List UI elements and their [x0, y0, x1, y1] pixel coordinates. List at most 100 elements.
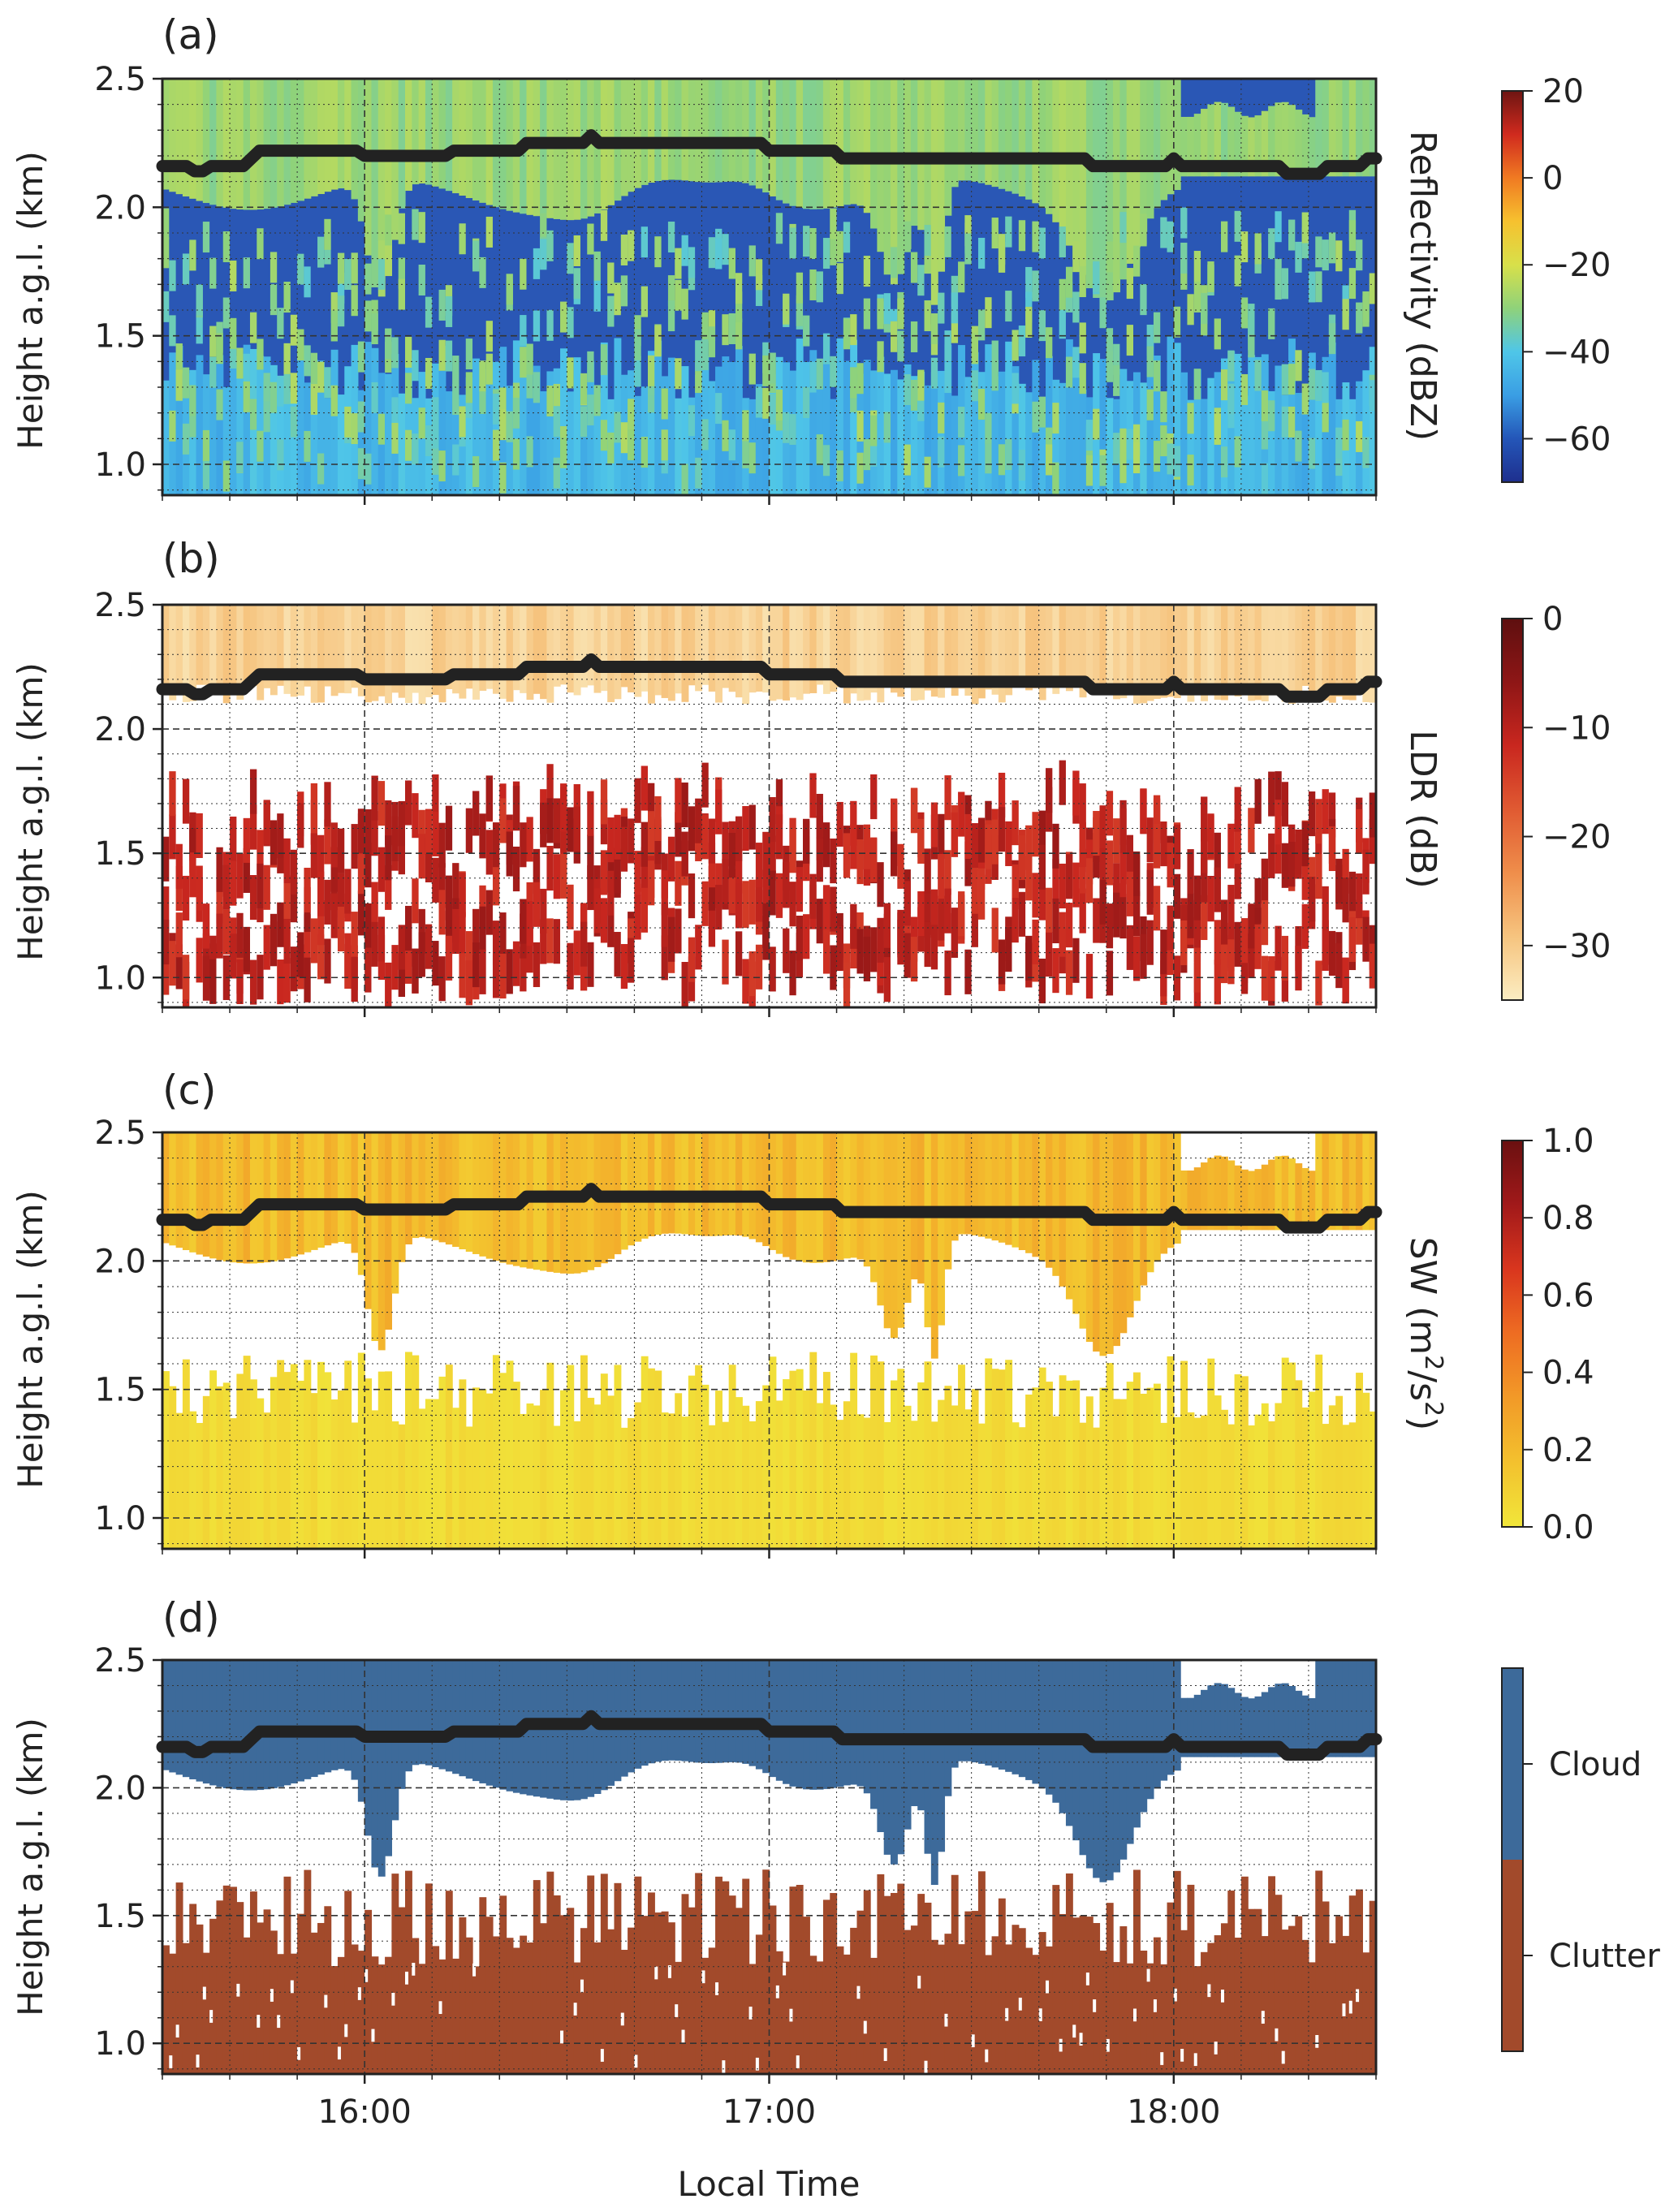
sw-cell	[573, 1132, 581, 1274]
clutter-cell	[1046, 1946, 1053, 2074]
sw-cell	[330, 1399, 339, 1549]
reflectivity-cell	[1301, 212, 1309, 244]
ldr-cell	[196, 813, 203, 858]
ldr-cell	[904, 933, 911, 978]
sw-cell	[769, 1132, 777, 1250]
ldr-cell	[479, 906, 486, 951]
clutter-gap	[1085, 1973, 1089, 1986]
ldr-cell	[1106, 605, 1114, 688]
sw-cell	[850, 1132, 858, 1258]
reflectivity-cell	[944, 79, 952, 216]
sw-cell	[1160, 1422, 1168, 1549]
sw-cell	[445, 1132, 453, 1245]
clutter-cell	[512, 1947, 520, 2074]
ldr-cell	[1248, 605, 1256, 701]
clutter-cell	[304, 1869, 312, 2074]
ldr-cell	[1032, 605, 1040, 688]
sw-cell	[836, 1132, 844, 1260]
reflectivity-cell	[991, 360, 999, 391]
sw-cell	[243, 1356, 251, 1549]
ldr-cell	[924, 848, 931, 894]
reflectivity-cell	[856, 79, 865, 206]
reflectivity-cell	[365, 453, 372, 485]
ldr-cell	[1201, 828, 1208, 873]
ldr-cell	[1275, 800, 1282, 845]
reflectivity-cell	[1356, 302, 1363, 334]
ldr-cell	[438, 605, 446, 703]
sw-cell	[1356, 1373, 1363, 1549]
sw-cell	[1268, 1159, 1276, 1231]
ldr-cell	[789, 951, 796, 996]
sw-cell	[715, 1391, 723, 1549]
reflectivity-cell	[209, 356, 217, 388]
clutter-cell	[398, 1907, 406, 2074]
reflectivity-cell	[189, 406, 196, 438]
clutter-cell	[263, 1909, 271, 2074]
ldr-cell	[971, 605, 979, 705]
reflectivity-cell	[1173, 306, 1181, 338]
ldr-cell	[701, 881, 709, 926]
ldr-cell	[722, 939, 729, 985]
reflectivity-cell	[641, 437, 648, 468]
ldr-cell	[1261, 955, 1269, 1001]
reflectivity-cell	[809, 361, 817, 393]
cloud-cell	[654, 1660, 662, 1762]
ldr-cell	[1167, 843, 1174, 888]
reflectivity-cell	[1322, 239, 1329, 271]
reflectivity-cell	[472, 240, 480, 272]
reflectivity-cell	[675, 358, 682, 390]
reflectivity-cell	[755, 384, 763, 495]
reflectivity-cell	[863, 298, 871, 330]
reflectivity-cell	[445, 340, 453, 372]
reflectivity-cell	[290, 79, 298, 203]
sw-cell	[1012, 1422, 1020, 1549]
reflectivity-cell	[728, 313, 735, 344]
ldr-cell	[526, 817, 533, 862]
reflectivity-cell	[836, 263, 843, 295]
ldr-cell	[654, 605, 662, 696]
reflectivity-cell	[1133, 424, 1141, 455]
reflectivity-cell	[1146, 79, 1154, 219]
reflectivity-cell	[196, 355, 204, 495]
ldr-cell	[310, 833, 318, 878]
reflectivity-cell	[1248, 304, 1255, 335]
sw-cell	[924, 1132, 932, 1328]
ldr-cell	[540, 888, 547, 934]
reflectivity-cell	[1032, 401, 1039, 433]
clutter-cell	[1025, 1947, 1033, 2074]
ldr-cell	[182, 605, 190, 702]
clutter-cell	[196, 1924, 204, 2074]
reflectivity-cell	[324, 79, 332, 192]
reflectivity-cell	[951, 292, 959, 324]
clutter-cell	[485, 1917, 494, 2074]
cloud-cell	[1248, 1698, 1256, 1757]
ldr-cell	[856, 839, 864, 885]
ldr-cell	[1193, 947, 1201, 993]
reflectivity-cell	[735, 79, 743, 183]
panel-b-ldr: 2.52.01.51.0	[94, 587, 1383, 1017]
cloud-cell	[648, 1660, 655, 1764]
sw-cell	[357, 1352, 365, 1549]
ldr-cell	[1072, 605, 1081, 686]
reflectivity-cell	[573, 79, 581, 220]
reflectivity-cell	[1038, 227, 1046, 259]
sw-cell	[958, 1365, 965, 1549]
reflectivity-cell	[654, 326, 662, 357]
ldr-cell	[1025, 856, 1033, 901]
sw-cell	[1146, 1132, 1154, 1273]
ldr-cell	[337, 828, 345, 873]
ldr-cell	[620, 943, 628, 990]
clutter-cell	[182, 1943, 190, 2074]
reflectivity-cell	[216, 333, 223, 364]
clutter-gap	[344, 2024, 348, 2037]
cloud-cell	[1046, 1660, 1053, 1795]
cloud-cell	[297, 1660, 305, 1782]
reflectivity-cell	[755, 386, 763, 418]
ldr-cell	[479, 949, 486, 994]
reflectivity-cell	[438, 345, 446, 495]
reflectivity-cell	[357, 341, 365, 373]
reflectivity-cell	[459, 406, 466, 438]
reflectivity-cell	[533, 248, 541, 279]
reflectivity-cell	[1295, 110, 1303, 177]
clutter-gap	[412, 1963, 416, 1976]
